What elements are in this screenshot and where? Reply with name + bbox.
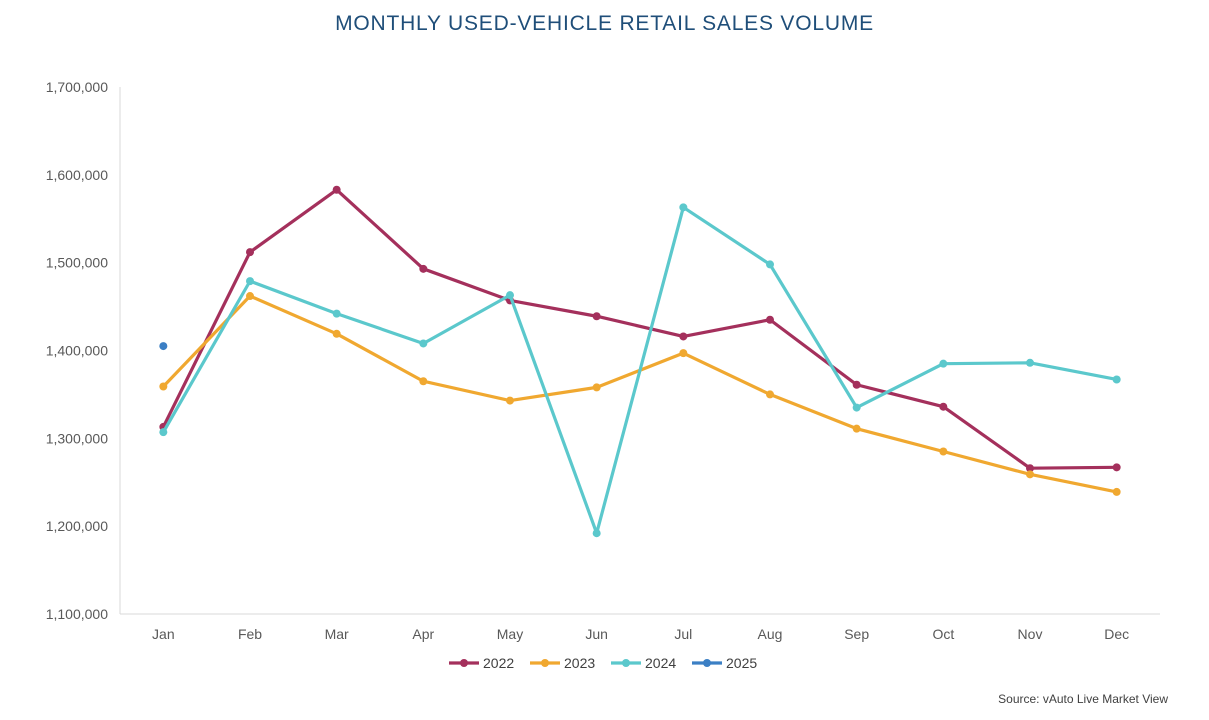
legend-item-2023: 2023	[530, 655, 595, 671]
data-point	[766, 315, 774, 324]
x-tick-label: Jan	[152, 626, 175, 642]
data-point	[159, 342, 168, 351]
series-2022	[159, 185, 1121, 473]
series-line	[161, 188, 1119, 470]
data-point	[852, 403, 861, 412]
data-point	[419, 377, 428, 386]
data-point	[679, 332, 688, 341]
data-point	[332, 329, 341, 338]
series-line	[161, 205, 1119, 535]
x-tick-label: Dec	[1104, 626, 1129, 642]
series-2025	[159, 342, 168, 351]
x-tick-label: Nov	[1018, 626, 1043, 642]
legend-item-2025: 2025	[692, 655, 757, 671]
data-point	[1112, 463, 1121, 472]
data-point	[159, 428, 168, 437]
x-tick-label: Oct	[932, 626, 954, 642]
legend-label: 2024	[645, 655, 676, 671]
x-tick-label: Aug	[758, 626, 783, 642]
data-point	[1026, 470, 1034, 479]
legend-swatch-marker	[541, 659, 549, 667]
x-tick-label: Jun	[585, 626, 608, 642]
x-tick-label: Apr	[412, 626, 434, 642]
data-point	[419, 339, 428, 348]
legend-swatch-marker	[703, 659, 711, 667]
data-point	[159, 382, 168, 391]
legend-label: 2022	[483, 655, 514, 671]
x-tick-label: Mar	[325, 626, 349, 642]
series-2023	[159, 292, 1121, 496]
data-point	[332, 185, 341, 194]
series-layer	[159, 185, 1121, 538]
data-point	[852, 424, 861, 433]
data-point	[246, 292, 254, 301]
legend: 2022 2023 2024 2025	[449, 655, 757, 671]
data-point	[246, 277, 254, 286]
source-note: Source: vAuto Live Market View	[998, 692, 1168, 706]
y-tick-label: 1,500,000	[46, 255, 108, 271]
data-point	[939, 447, 948, 456]
data-point	[766, 390, 774, 399]
y-tick-label: 1,100,000	[46, 606, 108, 622]
legend-item-2024: 2024	[611, 655, 676, 671]
axes: 1,100,000 1,200,000 1,300,000 1,400,000 1,50…	[46, 79, 1160, 642]
data-point	[679, 349, 688, 358]
data-point	[1026, 464, 1034, 473]
data-point	[1112, 375, 1121, 384]
data-point	[332, 309, 341, 318]
y-tick-label: 1,700,000	[46, 79, 108, 95]
y-tick-label: 1,600,000	[46, 167, 108, 183]
x-tick-label: May	[497, 626, 523, 642]
chart-title: MONTHLY USED-VEHICLE RETAIL SALES VOLUME	[335, 12, 874, 35]
data-point	[506, 291, 514, 300]
y-tick-label: 1,400,000	[46, 343, 108, 359]
legend-label: 2025	[726, 655, 757, 671]
legend-item-2022: 2022	[449, 655, 514, 671]
data-point	[419, 264, 428, 273]
data-point	[506, 396, 514, 405]
y-tick-label: 1,300,000	[46, 430, 108, 446]
data-point	[852, 380, 861, 389]
legend-label: 2023	[564, 655, 595, 671]
x-tick-label: Sep	[844, 626, 869, 642]
data-point	[766, 260, 774, 269]
data-point	[592, 383, 601, 392]
x-tick-label: Jul	[674, 626, 692, 642]
data-point	[592, 312, 601, 321]
data-point	[592, 529, 601, 538]
legend-swatch-marker	[622, 659, 630, 667]
data-point	[246, 248, 254, 257]
x-tick-label: Feb	[238, 626, 262, 642]
y-tick-label: 1,200,000	[46, 518, 108, 534]
data-point	[939, 359, 948, 368]
data-point	[679, 203, 688, 212]
data-point	[1026, 358, 1034, 367]
data-point	[939, 402, 948, 411]
data-point	[1112, 487, 1121, 496]
series-2024	[159, 203, 1121, 538]
legend-swatch-marker	[460, 659, 468, 667]
